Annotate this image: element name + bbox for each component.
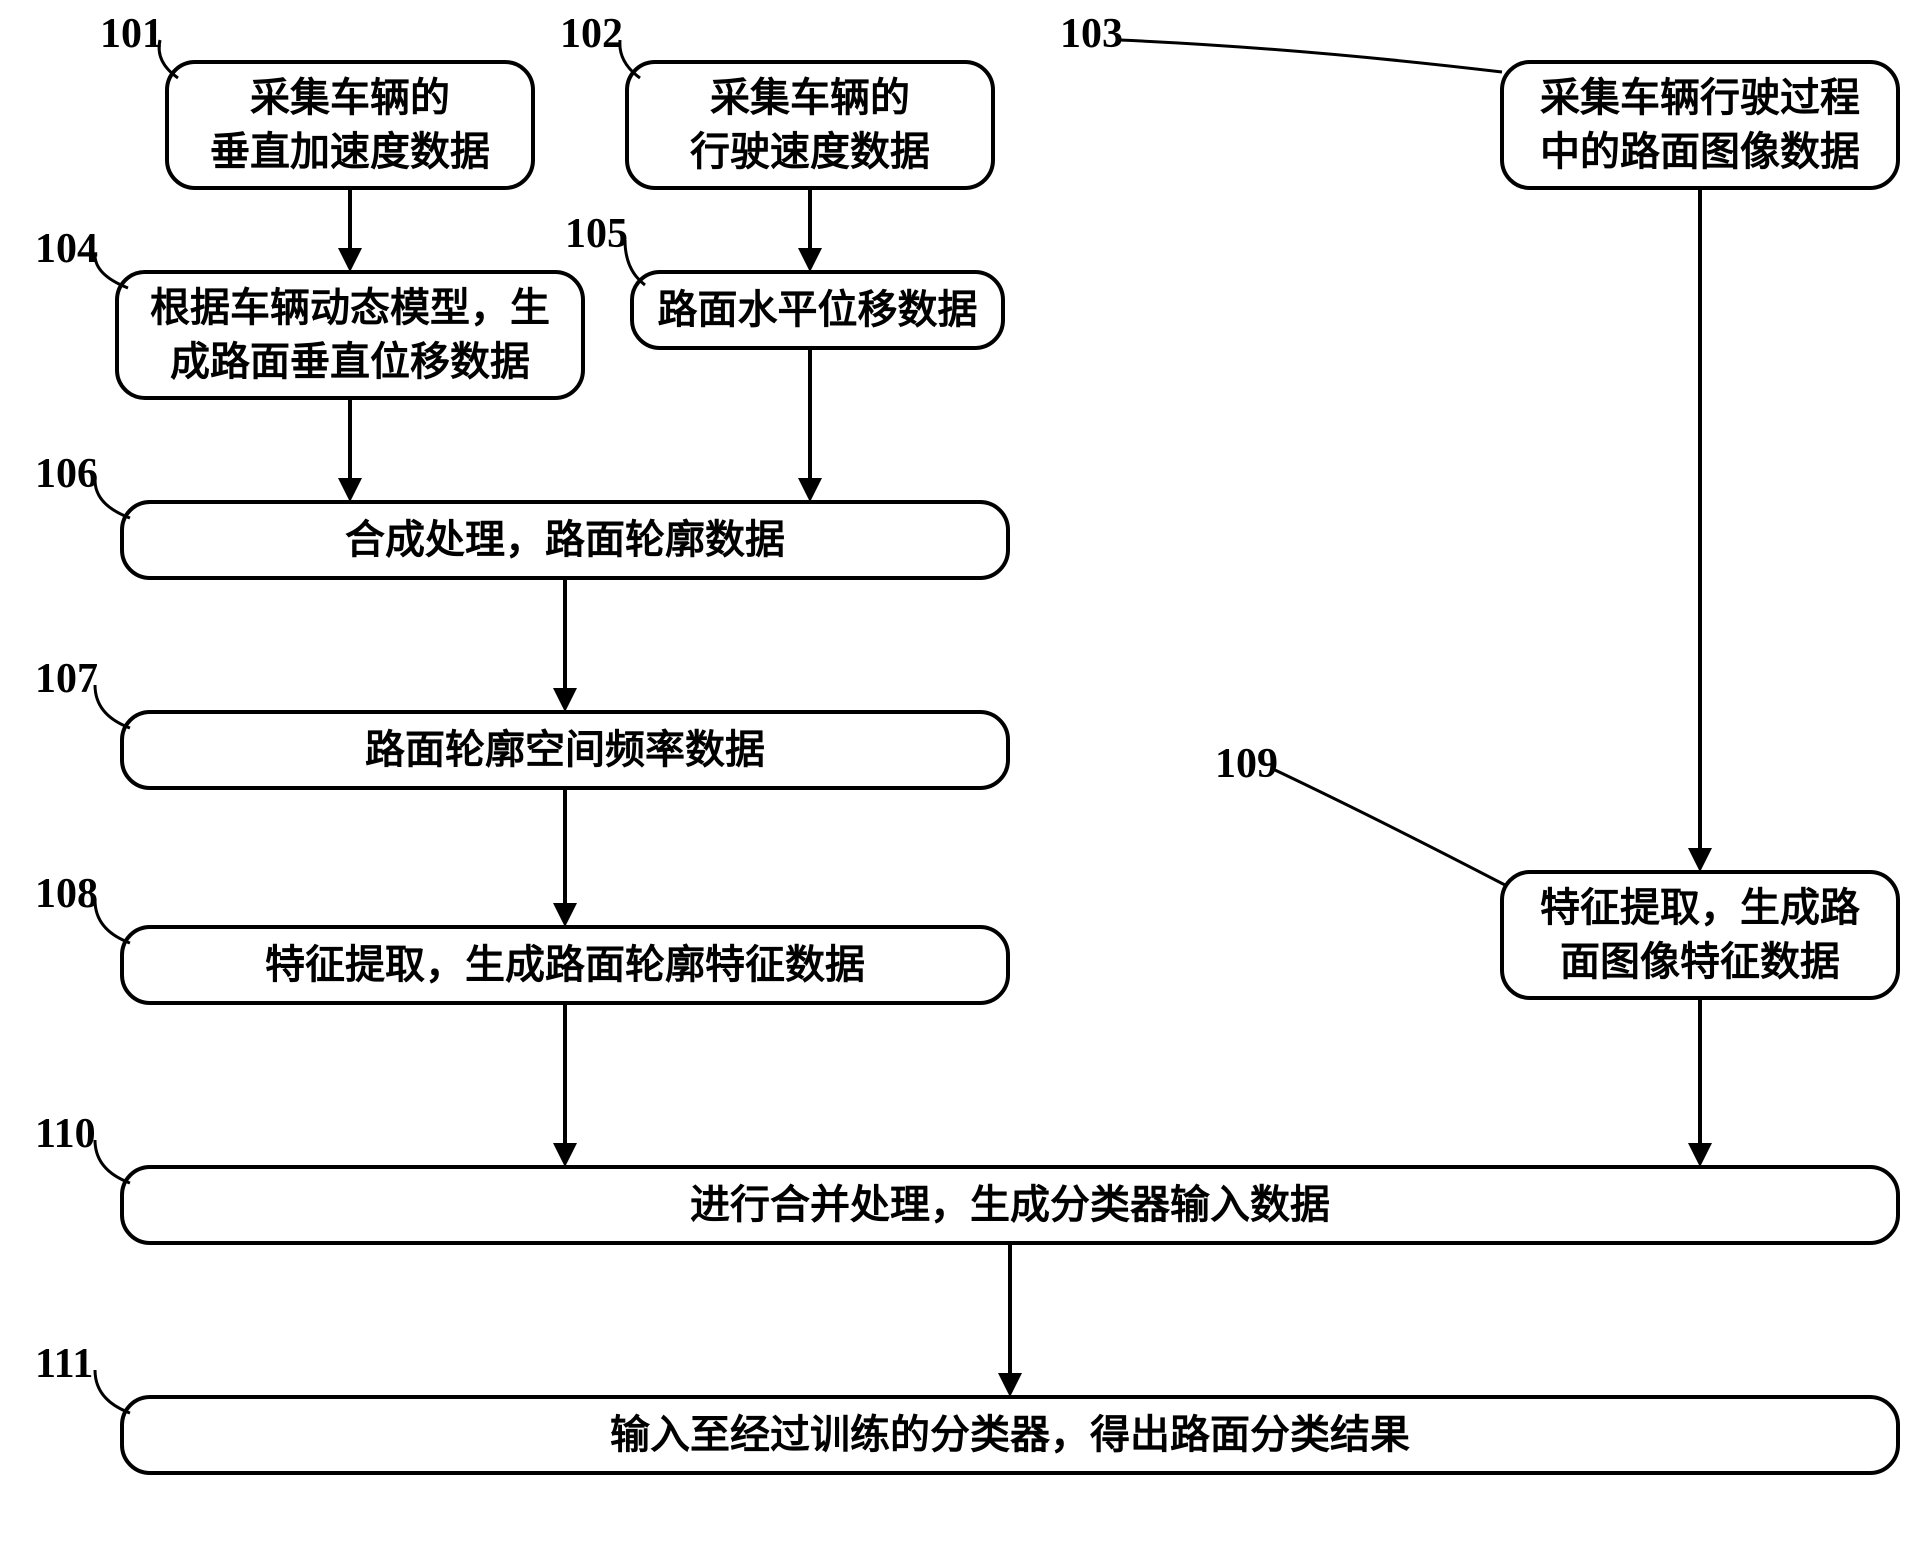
node-108: 特征提取，生成路面轮廓特征数据 — [120, 925, 1010, 1005]
node-103-line2: 中的路面图像数据 — [1540, 129, 1860, 174]
step-label-103: 103 — [1060, 10, 1123, 58]
node-101: 采集车辆的垂直加速度数据 — [165, 60, 535, 190]
node-105-text: 路面水平位移数据 — [658, 283, 978, 337]
step-label-105: 105 — [565, 210, 628, 258]
step-label-111: 111 — [35, 1340, 93, 1388]
step-label-106: 106 — [35, 450, 98, 498]
node-107: 路面轮廓空间频率数据 — [120, 710, 1010, 790]
node-102-line1: 采集车辆的 — [710, 75, 910, 120]
step-label-108: 108 — [35, 870, 98, 918]
node-111: 输入至经过训练的分类器，得出路面分类结果 — [120, 1395, 1900, 1475]
step-label-107: 107 — [35, 655, 98, 703]
pointer-n103 — [1120, 40, 1502, 72]
node-107-text: 路面轮廓空间频率数据 — [365, 723, 765, 777]
node-105: 路面水平位移数据 — [630, 270, 1005, 350]
node-103: 采集车辆行驶过程中的路面图像数据 — [1500, 60, 1900, 190]
node-104-line2: 成路面垂直位移数据 — [170, 339, 530, 384]
node-101-line2: 垂直加速度数据 — [210, 129, 490, 174]
node-111-text: 输入至经过训练的分类器，得出路面分类结果 — [610, 1408, 1410, 1462]
node-110-text: 进行合并处理，生成分类器输入数据 — [690, 1178, 1330, 1232]
step-label-102: 102 — [560, 10, 623, 58]
node-102: 采集车辆的行驶速度数据 — [625, 60, 995, 190]
node-109-line2: 面图像特征数据 — [1560, 939, 1840, 984]
node-106-text: 合成处理，路面轮廓数据 — [345, 513, 785, 567]
node-110: 进行合并处理，生成分类器输入数据 — [120, 1165, 1900, 1245]
node-101-line1: 采集车辆的 — [250, 75, 450, 120]
pointer-n109 — [1275, 770, 1505, 885]
step-label-101: 101 — [100, 10, 163, 58]
step-label-110: 110 — [35, 1110, 96, 1158]
step-label-104: 104 — [35, 225, 98, 273]
step-label-109: 109 — [1215, 740, 1278, 788]
node-103-line1: 采集车辆行驶过程 — [1540, 75, 1860, 120]
node-104-line1: 根据车辆动态模型，生 — [150, 285, 550, 330]
node-106: 合成处理，路面轮廓数据 — [120, 500, 1010, 580]
flowchart-canvas: 101 102 103 104 105 106 107 108 109 110 … — [0, 0, 1907, 1547]
node-109: 特征提取，生成路面图像特征数据 — [1500, 870, 1900, 1000]
node-108-text: 特征提取，生成路面轮廓特征数据 — [265, 938, 865, 992]
node-102-line2: 行驶速度数据 — [690, 129, 930, 174]
node-109-line1: 特征提取，生成路 — [1540, 885, 1860, 930]
node-104: 根据车辆动态模型，生成路面垂直位移数据 — [115, 270, 585, 400]
